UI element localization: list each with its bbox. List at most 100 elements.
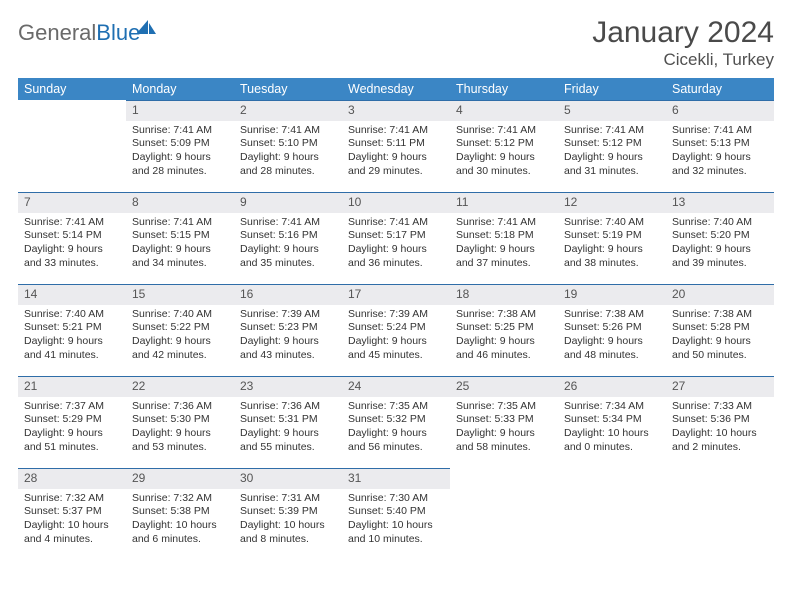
- sunset-text: Sunset: 5:23 PM: [240, 321, 336, 335]
- daylight-text: Daylight: 10 hours and 2 minutes.: [672, 427, 768, 454]
- calendar-day-cell: [666, 468, 774, 560]
- calendar-day-cell: [450, 468, 558, 560]
- day-content: Sunrise: 7:30 AMSunset: 5:40 PMDaylight:…: [342, 489, 450, 553]
- daylight-text: Daylight: 9 hours and 32 minutes.: [672, 151, 768, 178]
- sail-icon: [136, 20, 156, 34]
- sunrise-text: Sunrise: 7:41 AM: [456, 124, 552, 138]
- day-number: 31: [342, 468, 450, 489]
- calendar-day-cell: 5Sunrise: 7:41 AMSunset: 5:12 PMDaylight…: [558, 100, 666, 192]
- calendar-day-cell: 2Sunrise: 7:41 AMSunset: 5:10 PMDaylight…: [234, 100, 342, 192]
- sunset-text: Sunset: 5:20 PM: [672, 229, 768, 243]
- sunset-text: Sunset: 5:14 PM: [24, 229, 120, 243]
- sunset-text: Sunset: 5:17 PM: [348, 229, 444, 243]
- calendar-day-cell: 10Sunrise: 7:41 AMSunset: 5:17 PMDayligh…: [342, 192, 450, 284]
- weekday-header: Sunday: [18, 78, 126, 100]
- daylight-text: Daylight: 9 hours and 48 minutes.: [564, 335, 660, 362]
- day-number: 23: [234, 376, 342, 397]
- day-number: 4: [450, 100, 558, 121]
- page-title: January 2024: [592, 16, 774, 50]
- calendar-week-row: 14Sunrise: 7:40 AMSunset: 5:21 PMDayligh…: [18, 284, 774, 376]
- day-number: 2: [234, 100, 342, 121]
- sunrise-text: Sunrise: 7:38 AM: [456, 308, 552, 322]
- day-content: Sunrise: 7:41 AMSunset: 5:13 PMDaylight:…: [666, 121, 774, 185]
- day-content: Sunrise: 7:41 AMSunset: 5:16 PMDaylight:…: [234, 213, 342, 277]
- sunset-text: Sunset: 5:29 PM: [24, 413, 120, 427]
- daylight-text: Daylight: 9 hours and 31 minutes.: [564, 151, 660, 178]
- sunset-text: Sunset: 5:13 PM: [672, 137, 768, 151]
- daylight-text: Daylight: 9 hours and 34 minutes.: [132, 243, 228, 270]
- sunset-text: Sunset: 5:12 PM: [564, 137, 660, 151]
- day-content: Sunrise: 7:40 AMSunset: 5:20 PMDaylight:…: [666, 213, 774, 277]
- daylight-text: Daylight: 10 hours and 8 minutes.: [240, 519, 336, 546]
- day-content: Sunrise: 7:38 AMSunset: 5:28 PMDaylight:…: [666, 305, 774, 369]
- day-number: 18: [450, 284, 558, 305]
- day-number: 17: [342, 284, 450, 305]
- sunrise-text: Sunrise: 7:41 AM: [672, 124, 768, 138]
- sunrise-text: Sunrise: 7:38 AM: [672, 308, 768, 322]
- sunrise-text: Sunrise: 7:41 AM: [240, 216, 336, 230]
- sunset-text: Sunset: 5:40 PM: [348, 505, 444, 519]
- sunset-text: Sunset: 5:16 PM: [240, 229, 336, 243]
- sunset-text: Sunset: 5:19 PM: [564, 229, 660, 243]
- day-content: Sunrise: 7:41 AMSunset: 5:12 PMDaylight:…: [450, 121, 558, 185]
- sunset-text: Sunset: 5:22 PM: [132, 321, 228, 335]
- sunrise-text: Sunrise: 7:36 AM: [240, 400, 336, 414]
- calendar-document: GeneralBlue January 2024 Cicekli, Turkey…: [0, 0, 792, 560]
- sunset-text: Sunset: 5:21 PM: [24, 321, 120, 335]
- day-number: 21: [18, 376, 126, 397]
- day-number: 13: [666, 192, 774, 213]
- sunrise-text: Sunrise: 7:41 AM: [348, 216, 444, 230]
- calendar-day-cell: 12Sunrise: 7:40 AMSunset: 5:19 PMDayligh…: [558, 192, 666, 284]
- sunrise-text: Sunrise: 7:39 AM: [348, 308, 444, 322]
- day-content: Sunrise: 7:41 AMSunset: 5:18 PMDaylight:…: [450, 213, 558, 277]
- sunset-text: Sunset: 5:32 PM: [348, 413, 444, 427]
- day-number: 22: [126, 376, 234, 397]
- calendar-week-row: 1Sunrise: 7:41 AMSunset: 5:09 PMDaylight…: [18, 100, 774, 192]
- sunrise-text: Sunrise: 7:38 AM: [564, 308, 660, 322]
- day-content: Sunrise: 7:41 AMSunset: 5:09 PMDaylight:…: [126, 121, 234, 185]
- day-number: 6: [666, 100, 774, 121]
- day-content: Sunrise: 7:36 AMSunset: 5:30 PMDaylight:…: [126, 397, 234, 461]
- daylight-text: Daylight: 10 hours and 10 minutes.: [348, 519, 444, 546]
- calendar-day-cell: 20Sunrise: 7:38 AMSunset: 5:28 PMDayligh…: [666, 284, 774, 376]
- daylight-text: Daylight: 9 hours and 45 minutes.: [348, 335, 444, 362]
- calendar-day-cell: 14Sunrise: 7:40 AMSunset: 5:21 PMDayligh…: [18, 284, 126, 376]
- daylight-text: Daylight: 10 hours and 4 minutes.: [24, 519, 120, 546]
- calendar-day-cell: 16Sunrise: 7:39 AMSunset: 5:23 PMDayligh…: [234, 284, 342, 376]
- day-content: Sunrise: 7:37 AMSunset: 5:29 PMDaylight:…: [18, 397, 126, 461]
- sunrise-text: Sunrise: 7:32 AM: [24, 492, 120, 506]
- calendar-day-cell: 27Sunrise: 7:33 AMSunset: 5:36 PMDayligh…: [666, 376, 774, 468]
- sunrise-text: Sunrise: 7:33 AM: [672, 400, 768, 414]
- daylight-text: Daylight: 9 hours and 53 minutes.: [132, 427, 228, 454]
- calendar-day-cell: 26Sunrise: 7:34 AMSunset: 5:34 PMDayligh…: [558, 376, 666, 468]
- daylight-text: Daylight: 9 hours and 51 minutes.: [24, 427, 120, 454]
- daylight-text: Daylight: 9 hours and 28 minutes.: [132, 151, 228, 178]
- day-content: Sunrise: 7:39 AMSunset: 5:24 PMDaylight:…: [342, 305, 450, 369]
- calendar-day-cell: [18, 100, 126, 192]
- sunset-text: Sunset: 5:11 PM: [348, 137, 444, 151]
- day-content: Sunrise: 7:31 AMSunset: 5:39 PMDaylight:…: [234, 489, 342, 553]
- daylight-text: Daylight: 9 hours and 56 minutes.: [348, 427, 444, 454]
- weekday-header: Friday: [558, 78, 666, 100]
- calendar-day-cell: 8Sunrise: 7:41 AMSunset: 5:15 PMDaylight…: [126, 192, 234, 284]
- calendar-day-cell: 6Sunrise: 7:41 AMSunset: 5:13 PMDaylight…: [666, 100, 774, 192]
- day-content: Sunrise: 7:34 AMSunset: 5:34 PMDaylight:…: [558, 397, 666, 461]
- logo-text-gray: General: [18, 20, 96, 45]
- sunrise-text: Sunrise: 7:31 AM: [240, 492, 336, 506]
- weekday-header: Tuesday: [234, 78, 342, 100]
- calendar-day-cell: 13Sunrise: 7:40 AMSunset: 5:20 PMDayligh…: [666, 192, 774, 284]
- sunset-text: Sunset: 5:18 PM: [456, 229, 552, 243]
- day-content: Sunrise: 7:38 AMSunset: 5:25 PMDaylight:…: [450, 305, 558, 369]
- sunrise-text: Sunrise: 7:41 AM: [348, 124, 444, 138]
- day-number: 15: [126, 284, 234, 305]
- sunset-text: Sunset: 5:36 PM: [672, 413, 768, 427]
- daylight-text: Daylight: 9 hours and 29 minutes.: [348, 151, 444, 178]
- calendar-day-cell: 29Sunrise: 7:32 AMSunset: 5:38 PMDayligh…: [126, 468, 234, 560]
- daylight-text: Daylight: 9 hours and 58 minutes.: [456, 427, 552, 454]
- day-content: Sunrise: 7:38 AMSunset: 5:26 PMDaylight:…: [558, 305, 666, 369]
- calendar-day-cell: 24Sunrise: 7:35 AMSunset: 5:32 PMDayligh…: [342, 376, 450, 468]
- day-number: 26: [558, 376, 666, 397]
- daylight-text: Daylight: 9 hours and 30 minutes.: [456, 151, 552, 178]
- sunset-text: Sunset: 5:31 PM: [240, 413, 336, 427]
- sunrise-text: Sunrise: 7:32 AM: [132, 492, 228, 506]
